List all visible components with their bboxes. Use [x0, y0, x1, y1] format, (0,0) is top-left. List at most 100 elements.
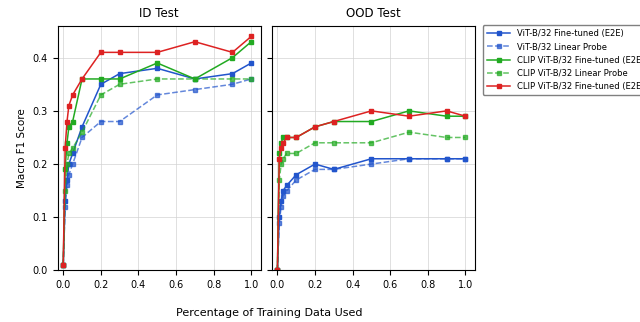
CLIP ViT-B/32 Fine-tuned (E2E) w/ SWA: [97, 51, 105, 54]
CLIP ViT-B/32 Linear Probe: [292, 152, 300, 156]
ViT-B/32 Fine-tuned (E2E): [248, 61, 255, 65]
CLIP ViT-B/32 Fine-tuned (E2E): [61, 167, 69, 171]
CLIP ViT-B/32 Linear Probe: [461, 136, 469, 139]
CLIP ViT-B/32 Fine-tuned (E2E) w/ SWA: [277, 146, 285, 150]
ViT-B/32 Linear Probe: [367, 162, 375, 166]
ViT-B/32 Fine-tuned (E2E): [405, 157, 413, 161]
CLIP ViT-B/32 Fine-tuned (E2E): [116, 77, 124, 81]
CLIP ViT-B/32 Fine-tuned (E2E) w/ SWA: [311, 125, 319, 129]
CLIP ViT-B/32 Fine-tuned (E2E): [405, 109, 413, 113]
ViT-B/32 Linear Probe: [61, 205, 69, 209]
CLIP ViT-B/32 Fine-tuned (E2E): [275, 152, 283, 156]
CLIP ViT-B/32 Linear Probe: [405, 130, 413, 134]
ViT-B/32 Fine-tuned (E2E): [283, 184, 291, 187]
CLIP ViT-B/32 Fine-tuned (E2E) w/ SWA: [154, 51, 161, 54]
ViT-B/32 Fine-tuned (E2E): [277, 199, 285, 203]
CLIP ViT-B/32 Fine-tuned (E2E): [330, 119, 338, 123]
ViT-B/32 Fine-tuned (E2E): [97, 82, 105, 86]
CLIP ViT-B/32 Linear Probe: [275, 178, 283, 182]
CLIP ViT-B/32 Fine-tuned (E2E): [273, 269, 281, 272]
CLIP ViT-B/32 Fine-tuned (E2E) w/ SWA: [60, 263, 67, 267]
CLIP ViT-B/32 Linear Probe: [367, 141, 375, 145]
ViT-B/32 Linear Probe: [273, 269, 281, 272]
CLIP ViT-B/32 Fine-tuned (E2E) w/ SWA: [69, 93, 77, 97]
ViT-B/32 Linear Probe: [60, 263, 67, 267]
CLIP ViT-B/32 Linear Probe: [248, 77, 255, 81]
CLIP ViT-B/32 Linear Probe: [273, 269, 281, 272]
CLIP ViT-B/32 Linear Probe: [311, 141, 319, 145]
CLIP ViT-B/32 Linear Probe: [60, 263, 67, 267]
CLIP ViT-B/32 Fine-tuned (E2E): [367, 119, 375, 123]
ViT-B/32 Linear Probe: [279, 194, 287, 198]
CLIP ViT-B/32 Fine-tuned (E2E): [311, 125, 319, 129]
ViT-B/32 Fine-tuned (E2E): [461, 157, 469, 161]
CLIP ViT-B/32 Fine-tuned (E2E): [279, 136, 287, 139]
CLIP ViT-B/32 Fine-tuned (E2E): [283, 136, 291, 139]
ViT-B/32 Fine-tuned (E2E): [69, 152, 77, 156]
CLIP ViT-B/32 Linear Probe: [443, 136, 451, 139]
Line: ViT-B/32 Linear Probe: ViT-B/32 Linear Probe: [61, 77, 253, 267]
CLIP ViT-B/32 Linear Probe: [283, 152, 291, 156]
CLIP ViT-B/32 Fine-tuned (E2E) w/ SWA: [273, 269, 281, 272]
CLIP ViT-B/32 Fine-tuned (E2E): [69, 119, 77, 123]
ViT-B/32 Linear Probe: [443, 157, 451, 161]
CLIP ViT-B/32 Linear Probe: [277, 162, 285, 166]
CLIP ViT-B/32 Fine-tuned (E2E): [292, 136, 300, 139]
CLIP ViT-B/32 Linear Probe: [78, 130, 86, 134]
CLIP ViT-B/32 Fine-tuned (E2E) w/ SWA: [65, 104, 73, 108]
CLIP ViT-B/32 Fine-tuned (E2E) w/ SWA: [443, 109, 451, 113]
CLIP ViT-B/32 Fine-tuned (E2E): [248, 40, 255, 44]
ViT-B/32 Linear Probe: [191, 88, 198, 91]
CLIP ViT-B/32 Linear Probe: [154, 77, 161, 81]
Line: CLIP ViT-B/32 Linear Probe: CLIP ViT-B/32 Linear Probe: [61, 77, 253, 267]
CLIP ViT-B/32 Fine-tuned (E2E): [461, 114, 469, 118]
Line: CLIP ViT-B/32 Fine-tuned (E2E): CLIP ViT-B/32 Fine-tuned (E2E): [275, 109, 467, 272]
CLIP ViT-B/32 Fine-tuned (E2E) w/ SWA: [292, 136, 300, 139]
CLIP ViT-B/32 Fine-tuned (E2E): [443, 114, 451, 118]
CLIP ViT-B/32 Linear Probe: [97, 93, 105, 97]
ViT-B/32 Fine-tuned (E2E): [273, 269, 281, 272]
ViT-B/32 Fine-tuned (E2E): [63, 178, 71, 182]
ViT-B/32 Linear Probe: [292, 178, 300, 182]
ViT-B/32 Fine-tuned (E2E): [78, 125, 86, 129]
Line: CLIP ViT-B/32 Fine-tuned (E2E) w/ SWA: CLIP ViT-B/32 Fine-tuned (E2E) w/ SWA: [61, 34, 253, 267]
ViT-B/32 Linear Probe: [69, 162, 77, 166]
ViT-B/32 Linear Probe: [116, 119, 124, 123]
CLIP ViT-B/32 Fine-tuned (E2E): [60, 263, 67, 267]
CLIP ViT-B/32 Fine-tuned (E2E): [97, 77, 105, 81]
ViT-B/32 Linear Probe: [228, 82, 236, 86]
Line: CLIP ViT-B/32 Linear Probe: CLIP ViT-B/32 Linear Probe: [275, 130, 467, 272]
CLIP ViT-B/32 Fine-tuned (E2E) w/ SWA: [283, 136, 291, 139]
CLIP ViT-B/32 Fine-tuned (E2E) w/ SWA: [248, 34, 255, 38]
ViT-B/32 Fine-tuned (E2E): [279, 189, 287, 193]
Text: Percentage of Training Data Used: Percentage of Training Data Used: [175, 308, 362, 317]
Title: OOD Test: OOD Test: [346, 7, 401, 20]
CLIP ViT-B/32 Fine-tuned (E2E) w/ SWA: [228, 51, 236, 54]
CLIP ViT-B/32 Linear Probe: [279, 157, 287, 161]
ViT-B/32 Fine-tuned (E2E): [311, 162, 319, 166]
ViT-B/32 Fine-tuned (E2E): [367, 157, 375, 161]
CLIP ViT-B/32 Fine-tuned (E2E): [65, 125, 73, 129]
CLIP ViT-B/32 Fine-tuned (E2E) w/ SWA: [191, 40, 198, 44]
Title: ID Test: ID Test: [140, 7, 179, 20]
ViT-B/32 Fine-tuned (E2E): [65, 162, 73, 166]
ViT-B/32 Linear Probe: [461, 157, 469, 161]
CLIP ViT-B/32 Fine-tuned (E2E) w/ SWA: [367, 109, 375, 113]
CLIP ViT-B/32 Linear Probe: [228, 77, 236, 81]
ViT-B/32 Linear Probe: [78, 136, 86, 139]
CLIP ViT-B/32 Linear Probe: [63, 162, 71, 166]
ViT-B/32 Linear Probe: [63, 184, 71, 187]
CLIP ViT-B/32 Fine-tuned (E2E) w/ SWA: [279, 141, 287, 145]
Line: CLIP ViT-B/32 Fine-tuned (E2E): CLIP ViT-B/32 Fine-tuned (E2E): [61, 40, 253, 267]
CLIP ViT-B/32 Fine-tuned (E2E) w/ SWA: [461, 114, 469, 118]
ViT-B/32 Fine-tuned (E2E): [330, 167, 338, 171]
ViT-B/32 Fine-tuned (E2E): [275, 215, 283, 219]
Line: ViT-B/32 Fine-tuned (E2E): ViT-B/32 Fine-tuned (E2E): [61, 61, 253, 267]
ViT-B/32 Fine-tuned (E2E): [443, 157, 451, 161]
ViT-B/32 Linear Probe: [330, 167, 338, 171]
Legend: ViT-B/32 Fine-tuned (E2E), ViT-B/32 Linear Probe, CLIP ViT-B/32 Fine-tuned (E2E): ViT-B/32 Fine-tuned (E2E), ViT-B/32 Line…: [483, 25, 640, 95]
ViT-B/32 Linear Probe: [277, 205, 285, 209]
ViT-B/32 Fine-tuned (E2E): [228, 72, 236, 76]
CLIP ViT-B/32 Fine-tuned (E2E) w/ SWA: [405, 114, 413, 118]
CLIP ViT-B/32 Fine-tuned (E2E): [228, 56, 236, 60]
